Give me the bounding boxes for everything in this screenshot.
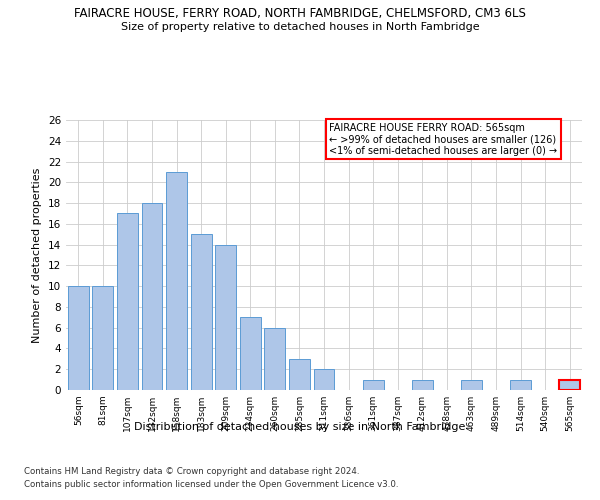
Bar: [68, 286, 89, 390]
Bar: [92, 286, 113, 390]
Bar: [461, 380, 482, 390]
Text: Distribution of detached houses by size in North Fambridge: Distribution of detached houses by size …: [134, 422, 466, 432]
Bar: [362, 380, 383, 390]
Bar: [314, 369, 334, 390]
Bar: [117, 214, 138, 390]
Y-axis label: Number of detached properties: Number of detached properties: [32, 168, 43, 342]
Text: Size of property relative to detached houses in North Fambridge: Size of property relative to detached ho…: [121, 22, 479, 32]
Bar: [191, 234, 212, 390]
Bar: [289, 359, 310, 390]
Bar: [166, 172, 187, 390]
Bar: [412, 380, 433, 390]
Text: Contains HM Land Registry data © Crown copyright and database right 2024.: Contains HM Land Registry data © Crown c…: [24, 468, 359, 476]
Text: FAIRACRE HOUSE FERRY ROAD: 565sqm
← >99% of detached houses are smaller (126)
<1: FAIRACRE HOUSE FERRY ROAD: 565sqm ← >99%…: [329, 122, 557, 156]
Text: Contains public sector information licensed under the Open Government Licence v3: Contains public sector information licen…: [24, 480, 398, 489]
Bar: [559, 380, 580, 390]
Bar: [215, 244, 236, 390]
Text: FAIRACRE HOUSE, FERRY ROAD, NORTH FAMBRIDGE, CHELMSFORD, CM3 6LS: FAIRACRE HOUSE, FERRY ROAD, NORTH FAMBRI…: [74, 8, 526, 20]
Bar: [142, 203, 163, 390]
Bar: [240, 318, 261, 390]
Bar: [265, 328, 286, 390]
Bar: [510, 380, 531, 390]
